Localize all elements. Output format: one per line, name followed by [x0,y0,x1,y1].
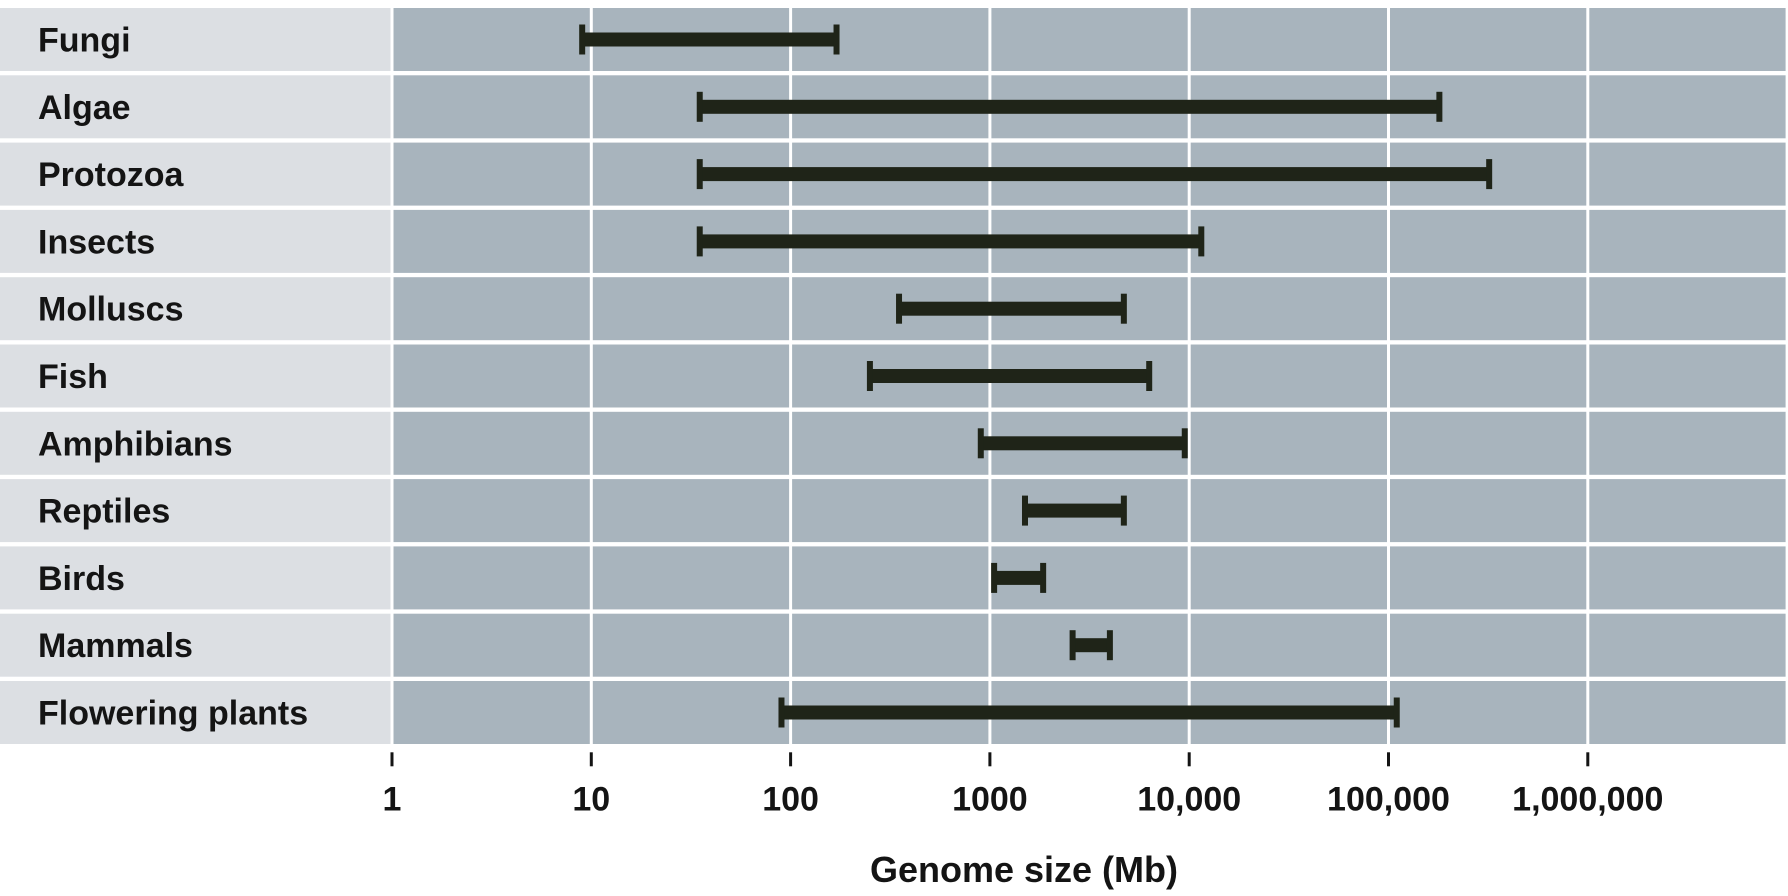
range-bar-max-cap [1120,495,1127,526]
range-bar [980,436,1185,451]
range-bar-max-cap [1393,697,1400,728]
range-bar-min-cap [778,697,785,728]
range-bar [1072,638,1110,653]
x-tick-label: 1 [383,780,402,818]
range-bar-min-cap [1021,495,1028,526]
range-bar [781,705,1397,720]
row-label-band [0,8,392,71]
category-label: Flowering plants [38,695,308,733]
x-tick-label: 10,000 [1137,780,1241,818]
range-bar-max-cap [1181,428,1188,459]
row-label-band [0,681,392,744]
x-tick-label: 1,000,000 [1512,780,1663,818]
category-label: Protozoa [38,156,185,194]
range-bar-max-cap [1040,562,1047,593]
range-bar-max-cap [1120,293,1127,324]
range-bar [699,99,1440,114]
range-bar-min-cap [579,24,586,55]
range-bar [994,570,1044,585]
row-label-band [0,344,392,408]
range-bar-min-cap [866,361,873,391]
row-label-band [0,209,392,273]
category-label: Algae [38,89,131,127]
range-bar [699,234,1202,249]
range-bar [1024,503,1124,518]
range-bar-max-cap [833,24,840,55]
range-bar [582,32,837,47]
range-bar-max-cap [1486,159,1493,190]
x-axis-title: Genome size (Mb) [870,849,1178,890]
row-label-band [0,142,392,206]
range-bar-max-cap [1436,91,1443,122]
category-label: Amphibians [38,425,233,463]
range-bar-min-cap [896,293,903,324]
category-label: Fungi [38,22,131,60]
row-label-band [0,75,392,139]
range-bar [869,369,1150,383]
grid-lines [390,8,1788,745]
x-axis-ticks: 1 10 100 1000 10,000 100,000 1,000,000 [383,752,1663,818]
category-label: Molluscs [38,291,183,329]
row-label-band [0,613,392,677]
x-tick-label: 1000 [952,780,1028,818]
range-bars [579,24,1493,728]
category-label: Birds [38,560,125,598]
range-bar-min-cap [696,159,703,190]
range-bar-max-cap [1106,630,1113,661]
row-label-band [0,546,392,610]
range-bar-min-cap [991,562,998,593]
range-bar-min-cap [696,226,703,257]
range-bar-min-cap [1069,630,1076,661]
category-label: Insects [38,223,155,261]
category-label: Reptiles [38,493,170,531]
range-bar-min-cap [977,428,984,459]
x-tick-label: 10 [572,780,610,818]
x-tick-label: 100 [762,780,819,818]
range-bar-max-cap [1198,226,1205,257]
category-label: Mammals [38,627,193,665]
row-label-band [0,277,392,341]
row-plot-band [392,546,1788,610]
range-bar-min-cap [696,91,703,122]
range-bar [899,301,1124,316]
row-label-band [0,411,392,475]
row-label-band [0,479,392,543]
x-tick-label: 100,000 [1327,780,1450,818]
range-bar [699,167,1490,182]
range-bar-max-cap [1146,361,1153,391]
category-label: Fish [38,358,108,396]
